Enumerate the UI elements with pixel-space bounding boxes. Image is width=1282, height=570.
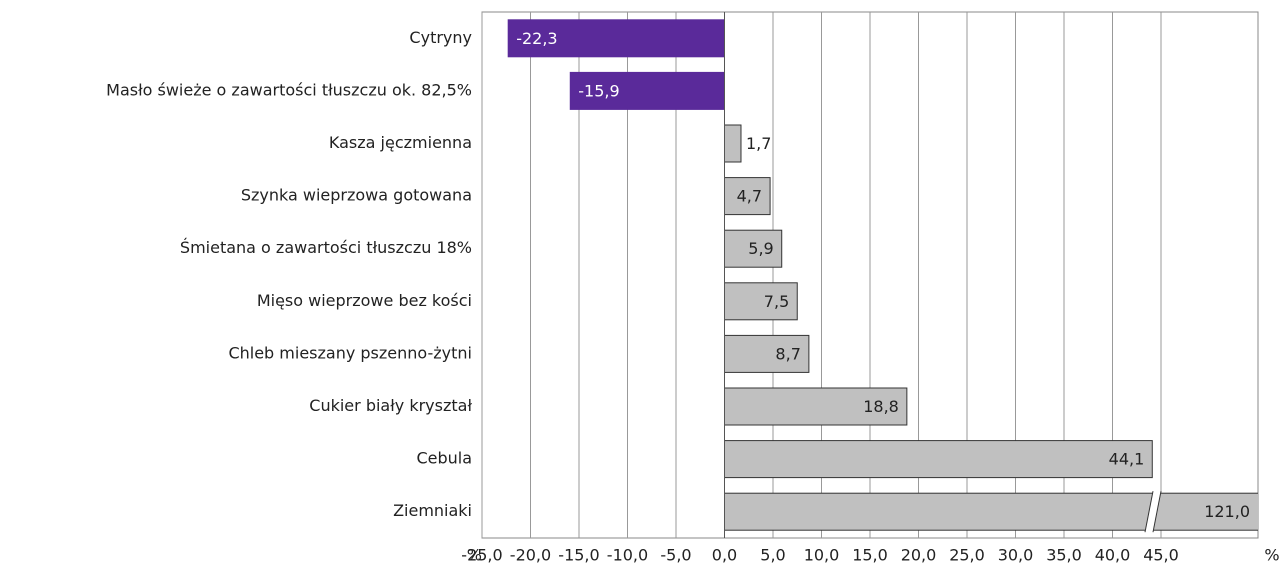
- category-label: Ziemniaki: [393, 501, 472, 520]
- category-label: Cytryny: [409, 28, 472, 47]
- category-label: Mięso wieprzowe bez kości: [257, 291, 472, 310]
- value-label: 8,7: [775, 344, 800, 363]
- x-tick-label: 40,0: [1095, 546, 1131, 565]
- x-tick-label: 25,0: [949, 546, 985, 565]
- category-label: Śmietana o zawartości tłuszczu 18%: [180, 238, 472, 257]
- bar: [724, 492, 1258, 531]
- value-label: 18,8: [863, 397, 899, 416]
- x-tick-label: 5,0: [760, 546, 785, 565]
- x-tick-label: -10,0: [607, 546, 648, 565]
- value-label: -22,3: [516, 29, 557, 48]
- category-label: Cukier biały kryształ: [309, 396, 472, 415]
- x-tick-label: -25,0: [461, 546, 502, 565]
- value-label: 121,0: [1204, 502, 1250, 521]
- bar: [507, 19, 725, 58]
- axis-break: [1145, 491, 1161, 533]
- value-label: -15,9: [578, 81, 619, 100]
- category-label: Chleb mieszany pszenno-żytni: [228, 343, 472, 362]
- bar: [724, 177, 771, 216]
- category-label: Cebula: [416, 449, 472, 468]
- bar: [724, 282, 798, 321]
- bar: [724, 124, 742, 163]
- x-tick-label: -20,0: [510, 546, 551, 565]
- x-tick-label: 35,0: [1046, 546, 1082, 565]
- x-unit-right: %: [1264, 546, 1279, 565]
- x-tick-label: 15,0: [852, 546, 888, 565]
- axis-break-line: [1144, 491, 1154, 533]
- x-tick-label: 10,0: [804, 546, 840, 565]
- category-label: Kasza jęczmienna: [329, 133, 472, 152]
- value-label: 4,7: [737, 187, 762, 206]
- value-label: 44,1: [1109, 450, 1145, 469]
- axis-break-line: [1152, 491, 1162, 533]
- category-label: Masło świeże o zawartości tłuszczu ok. 8…: [106, 80, 472, 99]
- x-unit-left: %: [467, 546, 482, 565]
- x-tick-label: -15,0: [558, 546, 599, 565]
- bar: [724, 229, 783, 268]
- bar: [724, 387, 908, 426]
- bars: [507, 19, 1258, 531]
- bar: [724, 440, 1153, 479]
- value-label: 1,7: [746, 134, 771, 153]
- category-label: Szynka wieprzowa gotowana: [241, 186, 472, 205]
- x-tick-label: 30,0: [998, 546, 1034, 565]
- bar: [724, 334, 810, 373]
- x-tick-label: 0,0: [712, 546, 737, 565]
- x-tick-label: 45,0: [1143, 546, 1179, 565]
- value-label: 7,5: [764, 292, 789, 311]
- x-tick-label: -5,0: [660, 546, 691, 565]
- bar: [569, 71, 726, 110]
- value-label: 5,9: [748, 239, 773, 258]
- x-tick-label: 20,0: [901, 546, 937, 565]
